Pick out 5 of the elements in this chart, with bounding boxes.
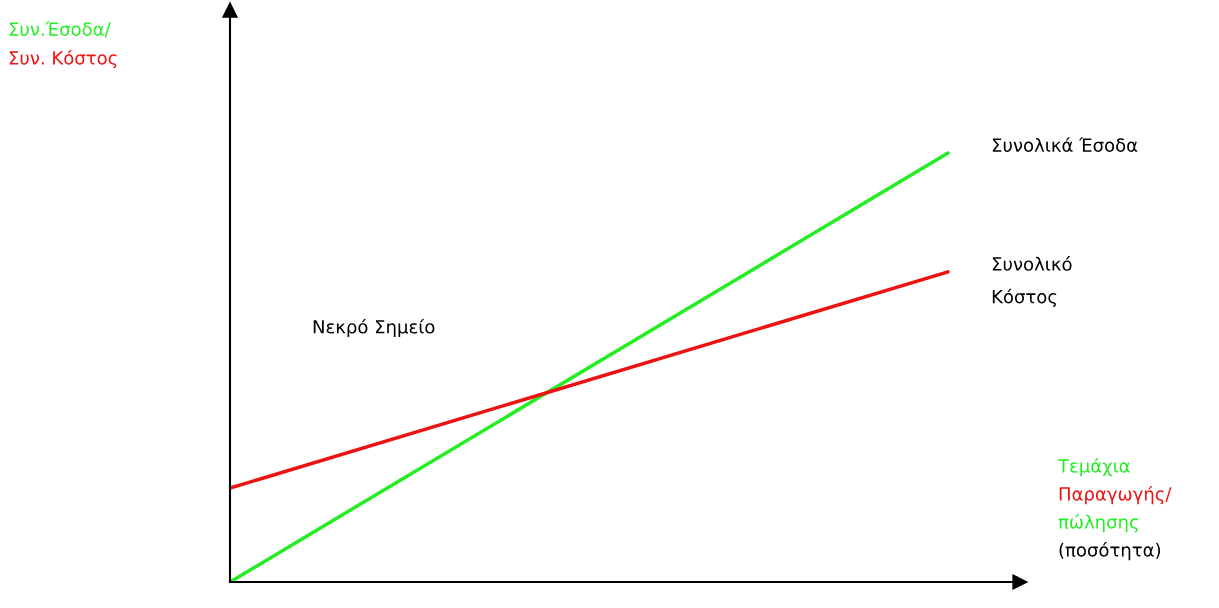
annotation: Νεκρό Σημείο	[313, 318, 435, 338]
x-axis-title: Τεμάχια Παραγωγής/ πώλησης (ποσότητα)	[1057, 458, 1172, 561]
text: Συνολικό Κόστος	[992, 256, 1072, 307]
y-axis-title: Συν.Έσοδα/ Συν. Κόστος	[9, 21, 117, 69]
text: Συνολικά Έσοδα	[992, 137, 1138, 152]
